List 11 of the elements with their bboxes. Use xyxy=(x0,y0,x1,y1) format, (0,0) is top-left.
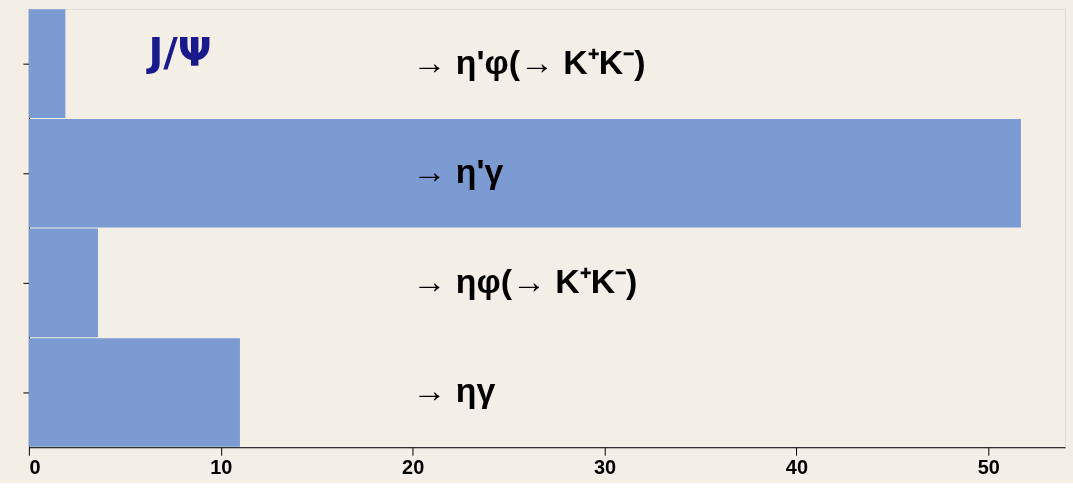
text: J/Ψ xyxy=(145,28,212,75)
x-tick-label: 20 xyxy=(402,455,425,478)
x-tick-label: 50 xyxy=(977,455,1000,478)
y-tick-label: → ηφ(→ K⁺K⁻) xyxy=(412,261,638,300)
x-tick-label: 10 xyxy=(210,455,233,478)
x-tick-label: 40 xyxy=(785,455,808,478)
y-tick-label: → ηγ xyxy=(412,371,496,410)
y-tick-label: → η'γ xyxy=(412,152,504,191)
x-tick-label: 30 xyxy=(593,455,617,478)
y-tick-label: → η'φ(→ K⁺K⁻) xyxy=(412,42,646,81)
x-tick-label: 0 xyxy=(29,455,41,478)
